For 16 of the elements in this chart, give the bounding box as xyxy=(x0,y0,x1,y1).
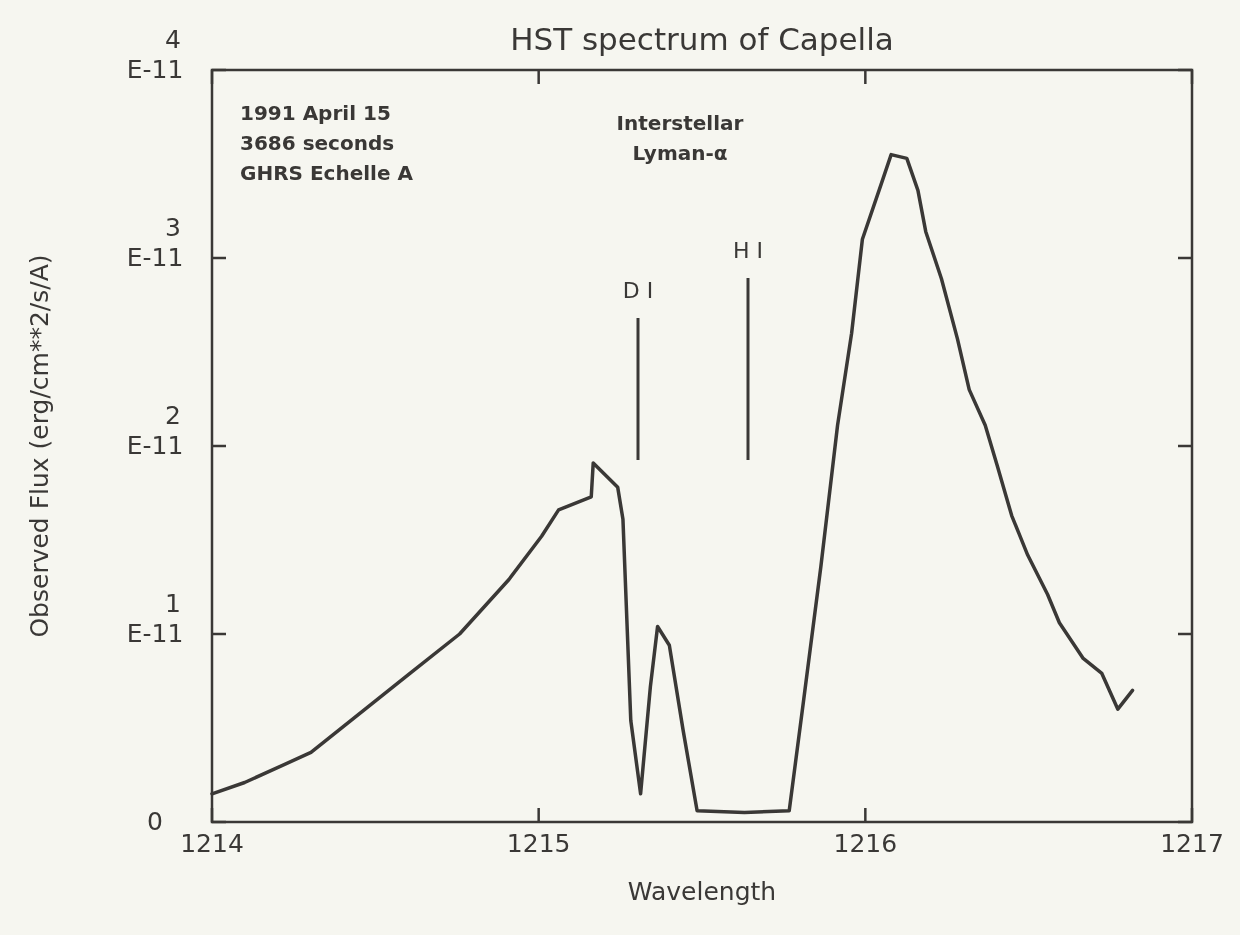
x-tick-label: 1216 xyxy=(833,829,898,858)
y-axis-title: Observed Flux (erg/cm**2/s/A) xyxy=(25,254,54,638)
x-axis-title: Wavelength xyxy=(627,877,777,906)
y-tick-label: 0 xyxy=(147,807,163,836)
chart-title: HST spectrum of Capella xyxy=(510,21,894,57)
annotation: D I xyxy=(622,278,654,303)
annotation: Interstellar Lyman-α xyxy=(616,111,744,165)
annotation: H I xyxy=(732,238,764,263)
y-tick-label: 4E-11 xyxy=(126,25,184,84)
x-tick-label: 1214 xyxy=(180,829,244,858)
x-tick-label: 1217 xyxy=(1160,829,1224,858)
x-tick-label: 1215 xyxy=(506,829,571,858)
y-tick-label: 2E-11 xyxy=(126,401,184,460)
y-tick-label: 1E-11 xyxy=(126,589,184,648)
annotation: 1991 April 15 3686 seconds GHRS Echelle A xyxy=(240,101,414,185)
y-tick-label: 3E-11 xyxy=(126,213,184,272)
